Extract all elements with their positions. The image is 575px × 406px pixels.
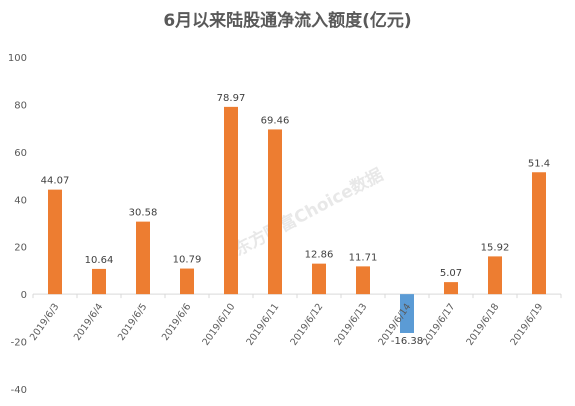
bar (444, 282, 458, 295)
y-tick-label: -40 (11, 385, 27, 396)
data-label: 69.46 (261, 115, 290, 126)
data-label: -16.38 (391, 336, 423, 347)
bar (92, 268, 106, 295)
x-tick-label: 2019/6/10 (201, 302, 238, 348)
data-label: 44.07 (41, 176, 70, 187)
y-tick-label: 60 (14, 148, 27, 159)
x-tick-label: 2019/6/13 (333, 302, 370, 348)
x-tick-label: 2019/6/18 (465, 302, 502, 348)
bar (532, 172, 546, 295)
y-tick-label: 80 (14, 100, 27, 111)
data-label: 5.07 (440, 268, 462, 279)
data-label: 12.86 (305, 250, 334, 261)
x-tick-label: 2019/6/12 (289, 302, 326, 348)
x-tick-label: 2019/6/19 (509, 302, 546, 348)
x-tick-label: 2019/6/6 (160, 302, 193, 343)
y-tick-label: 0 (21, 290, 27, 301)
bar (224, 106, 238, 295)
x-tick-label: 2019/6/3 (28, 302, 61, 343)
data-label: 51.4 (528, 158, 550, 169)
data-label: 15.92 (481, 242, 510, 253)
x-tick-label: 2019/6/5 (116, 302, 149, 343)
y-tick-label: 100 (8, 53, 27, 64)
x-tick-label: 2019/6/4 (72, 302, 105, 343)
bar (400, 294, 414, 333)
data-label: 10.79 (173, 255, 202, 266)
bar (488, 256, 502, 295)
data-label: 78.97 (217, 93, 246, 104)
data-label: 10.64 (85, 255, 114, 266)
bar (180, 268, 194, 295)
bar (356, 266, 370, 295)
data-label: 11.71 (349, 252, 378, 263)
y-tick-label: -20 (11, 338, 27, 349)
watermark: 东方财富Choice数据 (230, 164, 386, 260)
chart-title: 6月以来陆股通净流入额度(亿元) (163, 11, 412, 31)
bar (48, 189, 62, 295)
x-tick-label: 2019/6/11 (245, 302, 282, 348)
y-tick-label: 40 (14, 195, 27, 206)
bar (312, 263, 326, 295)
bar (268, 129, 282, 295)
bar (136, 221, 150, 295)
x-tick-label: 2019/6/17 (421, 302, 458, 348)
y-tick-label: 20 (14, 243, 27, 254)
data-label: 30.58 (129, 208, 158, 219)
